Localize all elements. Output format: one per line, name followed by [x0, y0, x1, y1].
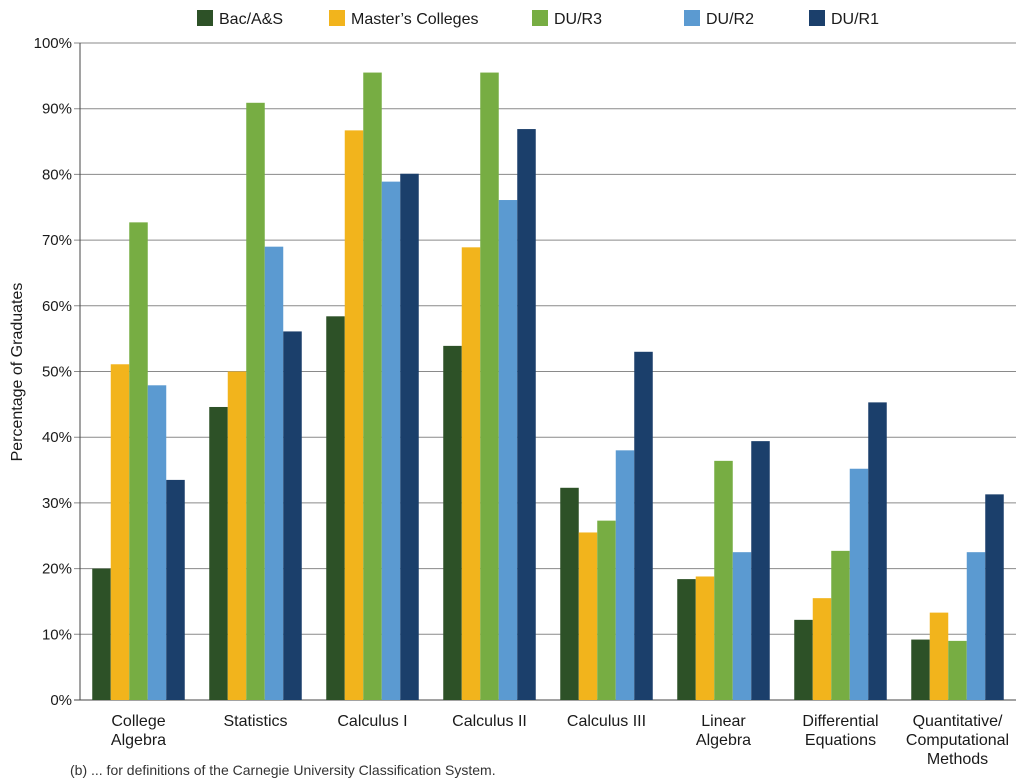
x-category-label: Linear Algebra	[696, 713, 751, 749]
y-tick-label: 80%	[42, 166, 72, 183]
y-tick-label: 30%	[42, 495, 72, 512]
bar	[209, 406, 228, 700]
bar	[831, 550, 850, 700]
legend-swatch	[532, 10, 548, 26]
bar	[129, 222, 148, 700]
bar	[714, 460, 733, 700]
bar	[794, 619, 813, 700]
bar	[732, 552, 752, 700]
y-tick-label: 0%	[50, 692, 72, 709]
x-axis-categories: College Algebra Statistics Calculus I Calcul…	[111, 713, 1009, 768]
legend-label: DU/R1	[831, 11, 879, 28]
x-category-label: College Algebra	[111, 713, 166, 749]
bar	[344, 130, 364, 701]
legend: Bac/A&S Master’s Colleges DU/R3 DU/R2 DU/R1	[197, 10, 879, 28]
bar	[498, 200, 518, 700]
bar	[615, 450, 635, 700]
y-tick-label: 100%	[34, 35, 72, 52]
x-category-label: Calculus II	[452, 713, 527, 730]
bar	[246, 102, 265, 701]
bar	[578, 532, 598, 700]
y-tick-label: 70%	[42, 232, 72, 249]
bar	[400, 173, 419, 701]
bar	[751, 441, 770, 700]
legend-swatch	[329, 10, 345, 26]
bar	[264, 246, 284, 701]
legend-label: Master’s Colleges	[351, 11, 478, 28]
bar	[381, 181, 401, 700]
bars	[92, 72, 1004, 701]
y-tick-label: 40%	[42, 429, 72, 446]
bar	[597, 520, 616, 700]
bar	[868, 402, 887, 700]
x-category-label: Statistics	[223, 713, 287, 730]
legend-swatch	[197, 10, 213, 26]
y-tick-label: 50%	[42, 364, 72, 381]
bar	[677, 579, 696, 700]
bar	[849, 468, 869, 700]
bar	[227, 371, 247, 700]
bar	[812, 598, 832, 700]
bar	[695, 576, 715, 700]
x-category-label: Calculus I	[337, 713, 407, 730]
legend-label: DU/R2	[706, 11, 754, 28]
y-axis-title: Percentage of Graduates	[9, 283, 26, 462]
bar	[363, 72, 382, 700]
x-category-label: Quantitative/Computational Methods	[906, 713, 1009, 768]
legend-label: Bac/A&S	[219, 11, 283, 28]
bar	[929, 612, 949, 700]
bar	[443, 345, 462, 700]
bar	[634, 351, 653, 700]
bar	[326, 316, 345, 700]
bar	[147, 385, 167, 700]
bar	[92, 568, 111, 700]
x-category-label: Differential Equations	[802, 713, 878, 749]
legend-label: DU/R3	[554, 11, 602, 28]
bar	[166, 479, 185, 700]
bar	[560, 487, 579, 700]
y-axis-ticks: 0% 10% 20% 30% 40% 50% 60% 70% 80% 90% 100%	[34, 35, 72, 709]
bar	[480, 72, 499, 700]
bar	[517, 129, 536, 700]
bar	[461, 247, 481, 700]
bar	[985, 494, 1004, 700]
y-tick-label: 20%	[42, 561, 72, 578]
legend-swatch	[809, 10, 825, 26]
footnote: (b) ... for definitions of the Carnegie …	[70, 762, 496, 778]
y-tick-label: 60%	[42, 298, 72, 315]
bar	[911, 639, 930, 700]
x-category-label: Calculus III	[567, 713, 646, 730]
bar	[948, 640, 967, 700]
bar	[283, 331, 302, 700]
bar	[110, 364, 130, 700]
y-tick-label: 10%	[42, 626, 72, 643]
bar	[966, 552, 986, 700]
y-tick-label: 90%	[42, 101, 72, 118]
legend-swatch	[684, 10, 700, 26]
